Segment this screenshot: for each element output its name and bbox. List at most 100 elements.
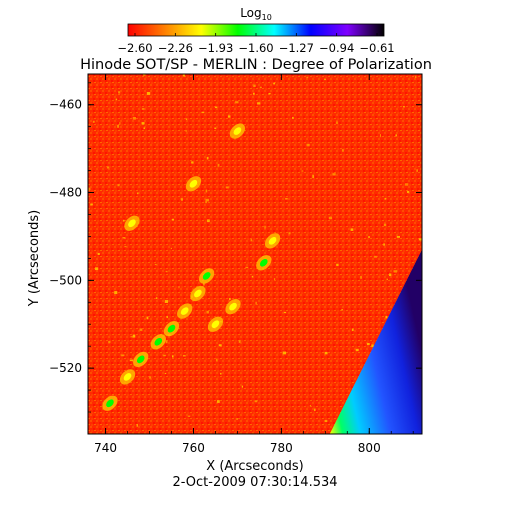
timestamp-footer: 2-Oct-2009 07:30:14.534 — [172, 475, 337, 490]
feature-core — [180, 307, 189, 315]
speckle — [374, 255, 378, 258]
x-axis-label: X (Arcseconds) — [206, 459, 303, 474]
speckle — [395, 134, 397, 137]
speckle — [117, 183, 120, 187]
speckle — [191, 161, 194, 164]
speckle — [146, 316, 149, 320]
speckle — [418, 238, 422, 241]
speckle — [202, 282, 205, 286]
speckle — [171, 355, 174, 358]
speckle — [163, 354, 166, 357]
chart-title: Hinode SOT/SP - MERLIN : Degree of Polar… — [80, 57, 432, 73]
speckle — [225, 186, 229, 189]
y-axis-label: Y (Arcseconds) — [27, 210, 42, 307]
speckle — [257, 102, 261, 105]
speckle — [228, 298, 231, 300]
feature-core — [106, 399, 114, 408]
colorbar-tick-label: −2.26 — [158, 41, 193, 55]
feature-core — [123, 373, 132, 381]
speckle — [393, 270, 398, 273]
speckle — [178, 286, 180, 289]
speckle — [366, 342, 370, 346]
speckle — [314, 408, 316, 412]
speckle — [253, 84, 256, 87]
speckle — [405, 183, 409, 186]
speckle — [301, 170, 304, 172]
speckle — [407, 190, 410, 193]
speckle — [336, 263, 339, 267]
speckle — [122, 237, 126, 239]
speckle — [282, 351, 287, 355]
speckle — [264, 225, 266, 229]
colorbar-ticks: −2.60 −2.26 −1.93 −1.60 −1.27 −0.94 −0.61 — [117, 33, 395, 55]
colorbar-label: Log10 — [240, 6, 272, 22]
x-tick-label: 760 — [182, 441, 205, 455]
colorbar-tick-label: −2.60 — [117, 41, 152, 55]
speckle — [214, 106, 218, 109]
speckle — [185, 130, 187, 132]
speckle — [259, 86, 262, 89]
speckle — [312, 175, 314, 179]
speckle — [328, 216, 333, 220]
speckle — [241, 385, 244, 388]
speckle — [156, 297, 158, 299]
speckle — [139, 328, 143, 331]
speckle — [368, 236, 371, 238]
speckle — [141, 108, 145, 110]
speckle — [187, 415, 191, 417]
speckle — [227, 115, 231, 118]
speckle — [164, 372, 167, 375]
speckle — [341, 309, 343, 311]
speckle — [182, 74, 185, 77]
speckle — [154, 263, 157, 266]
colorbar-tick-label: −0.61 — [359, 41, 394, 55]
speckle — [206, 310, 209, 314]
speckle — [132, 116, 136, 120]
speckle — [273, 278, 276, 280]
speckle — [118, 91, 121, 94]
speckle — [121, 354, 125, 357]
speckle — [165, 340, 168, 344]
speckle — [130, 336, 134, 338]
speckle — [170, 247, 172, 250]
speckle — [273, 82, 276, 85]
speckle — [285, 198, 288, 200]
speckle — [205, 189, 208, 193]
speckle — [106, 166, 110, 169]
y-tick-label: −460 — [49, 98, 82, 112]
speckle — [185, 118, 188, 120]
y-tick-label: −520 — [49, 361, 82, 375]
speckle — [119, 122, 121, 125]
speckle — [143, 127, 145, 130]
speckle — [385, 315, 388, 319]
speckle — [216, 358, 218, 362]
speckle — [384, 198, 387, 200]
y-tick-label: −480 — [49, 186, 82, 200]
feature-core — [229, 302, 237, 311]
plot-frame — [87, 73, 423, 435]
speckle — [217, 400, 220, 403]
speckle — [245, 266, 249, 269]
speckle — [164, 300, 169, 303]
heatmap-features — [88, 74, 422, 433]
speckle — [396, 235, 400, 238]
speckle — [129, 359, 134, 362]
x-tick-label: 740 — [94, 441, 117, 455]
speckle — [201, 111, 205, 114]
speckle — [324, 78, 326, 81]
speckle — [351, 328, 354, 331]
feature-core — [189, 179, 198, 188]
x-tick-label: 800 — [358, 441, 381, 455]
speckle — [141, 122, 145, 125]
speckle — [380, 134, 382, 137]
speckle — [292, 116, 294, 119]
speckle — [383, 243, 385, 246]
feature-core — [202, 272, 211, 280]
speckle — [183, 355, 186, 357]
colorbar-tick-label: −0.94 — [319, 41, 354, 55]
speckle — [123, 219, 125, 222]
speckle — [306, 143, 310, 147]
speckle — [250, 239, 252, 242]
